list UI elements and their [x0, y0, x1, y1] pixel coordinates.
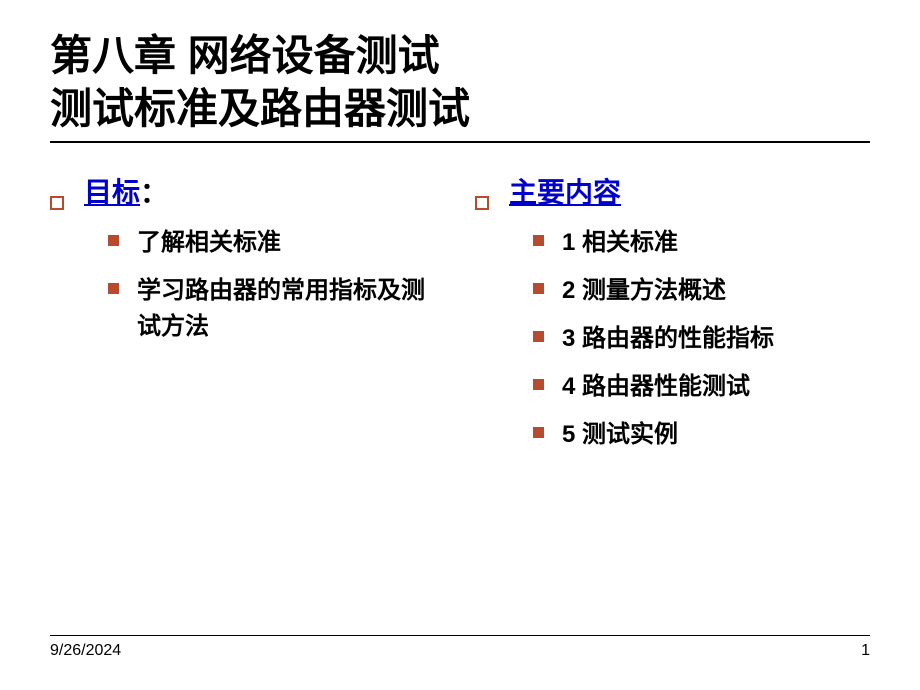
- right-item-3: 4 路由器性能测试: [562, 369, 750, 405]
- title-block: 第八章 网络设备测试 测试标准及路由器测试: [50, 30, 870, 143]
- filled-square-icon: [533, 427, 544, 438]
- filled-square-icon: [108, 235, 119, 246]
- footer: 9/26/2024 1: [50, 635, 870, 660]
- list-item: 2 测量方法概述: [533, 273, 870, 309]
- footer-row: 9/26/2024 1: [50, 642, 870, 660]
- filled-square-icon: [533, 331, 544, 342]
- right-heading-row: 主要内容: [475, 171, 870, 211]
- right-item-4: 5 测试实例: [562, 417, 678, 453]
- footer-date: 9/26/2024: [50, 642, 121, 660]
- right-item-1: 2 测量方法概述: [562, 273, 726, 309]
- filled-square-icon: [533, 283, 544, 294]
- list-item: 5 测试实例: [533, 417, 870, 453]
- right-column: 主要内容 1 相关标准 2 测量方法概述 3 路由器的性能指标 4 路由器性能: [475, 171, 870, 465]
- filled-square-icon: [533, 379, 544, 390]
- left-colon: ：: [140, 178, 168, 209]
- hollow-square-icon: [50, 196, 64, 210]
- right-heading: 主要内容: [509, 171, 621, 211]
- title-underline: [50, 141, 870, 143]
- content-columns: 目标： 了解相关标准 学习路由器的常用指标及测试方法 主要内容: [50, 171, 870, 465]
- right-sublist: 1 相关标准 2 测量方法概述 3 路由器的性能指标 4 路由器性能测试 5 测…: [533, 225, 870, 453]
- footer-divider: [50, 635, 870, 636]
- left-item-0: 了解相关标准: [137, 225, 281, 261]
- title-line-2: 测试标准及路由器测试: [50, 83, 870, 136]
- list-item: 学习路由器的常用指标及测试方法: [108, 273, 445, 345]
- list-item: 1 相关标准: [533, 225, 870, 261]
- left-sublist: 了解相关标准 学习路由器的常用指标及测试方法: [108, 225, 445, 345]
- right-item-0: 1 相关标准: [562, 225, 678, 261]
- list-item: 了解相关标准: [108, 225, 445, 261]
- left-heading-container: 目标：: [84, 171, 168, 211]
- left-column: 目标： 了解相关标准 学习路由器的常用指标及测试方法: [50, 171, 445, 465]
- right-item-2: 3 路由器的性能指标: [562, 321, 774, 357]
- filled-square-icon: [533, 235, 544, 246]
- left-heading-row: 目标：: [50, 171, 445, 211]
- list-item: 3 路由器的性能指标: [533, 321, 870, 357]
- left-heading: 目标: [84, 178, 140, 209]
- hollow-square-icon: [475, 196, 489, 210]
- list-item: 4 路由器性能测试: [533, 369, 870, 405]
- filled-square-icon: [108, 283, 119, 294]
- title-line-1: 第八章 网络设备测试: [50, 30, 870, 83]
- slide-container: 第八章 网络设备测试 测试标准及路由器测试 目标： 了解相关标准 学习路由器的常…: [0, 0, 920, 690]
- footer-page: 1: [861, 642, 870, 660]
- left-item-1: 学习路由器的常用指标及测试方法: [137, 273, 445, 345]
